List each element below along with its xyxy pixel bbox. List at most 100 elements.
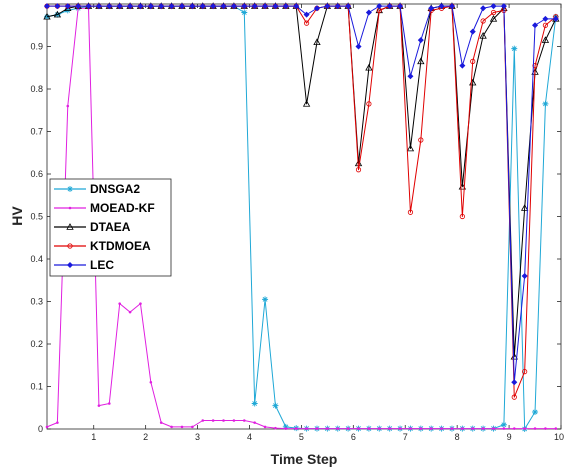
axis-ticks: 1 2 3 4 5 6 7 8 9 10 0 0.1 0.2 0.3 0.4 0.5 0.6 0.7 0.8 0.9 (30, 4, 564, 442)
data-point (532, 409, 539, 415)
data-point (180, 425, 184, 429)
data-point (511, 379, 518, 386)
data-point (481, 427, 485, 430)
legend-entry: LEC (54, 258, 114, 272)
data-point (95, 3, 102, 10)
data-point (251, 3, 258, 10)
data-point (490, 9, 497, 16)
data-point (274, 426, 277, 430)
x-tick-label: 6 (351, 432, 356, 442)
data-point (64, 3, 71, 10)
data-point (407, 73, 414, 80)
data-point (43, 3, 51, 10)
data-point (376, 3, 383, 10)
data-point (43, 12, 51, 20)
data-point (554, 427, 558, 430)
data-point (417, 37, 424, 44)
legend-marker (66, 223, 74, 230)
data-point (242, 419, 246, 422)
data-point (313, 38, 321, 46)
data-point (170, 425, 173, 429)
y-tick-label: 0 (38, 424, 43, 434)
data-point (438, 3, 445, 10)
data-point (334, 3, 341, 10)
legend-label: MOEAD-KF (90, 201, 155, 215)
y-tick-label: 0.8 (30, 84, 43, 94)
data-point (532, 22, 539, 29)
data-point (106, 3, 113, 10)
data-point (158, 3, 165, 10)
data-point (479, 32, 487, 39)
legend-marker (67, 243, 73, 249)
legend-marker (66, 261, 74, 269)
data-point (541, 36, 550, 43)
data-point (54, 3, 61, 10)
data-point (313, 5, 321, 12)
data-point (502, 427, 506, 430)
data-point (97, 404, 101, 407)
data-point (469, 28, 476, 35)
data-point (56, 421, 59, 424)
data-point (500, 421, 507, 428)
legend-label: LEC (90, 258, 114, 272)
data-point (511, 45, 518, 52)
data-point (66, 104, 70, 108)
data-point (336, 427, 340, 430)
y-tick-label: 0.9 (30, 42, 43, 52)
legend-label: DTAEA (90, 220, 131, 234)
data-point (293, 3, 300, 10)
x-tick-label: 1 (91, 432, 96, 442)
legend-entry: MOEAD-KF (54, 201, 155, 215)
data-point (303, 11, 310, 18)
data-point (53, 10, 62, 18)
data-point (357, 427, 360, 430)
legend-entry: DTAEA (54, 220, 131, 234)
data-point (523, 427, 526, 430)
data-point (128, 310, 132, 314)
data-point (232, 419, 236, 422)
legend-label: KTDMOEA (90, 239, 151, 253)
data-point (450, 427, 454, 430)
y-tick-label: 0.2 (30, 339, 43, 349)
data-point (159, 421, 163, 424)
data-point (397, 3, 404, 10)
data-point (470, 58, 476, 64)
data-point (241, 9, 248, 16)
data-point (407, 209, 414, 215)
x-tick-label: 8 (455, 432, 460, 442)
x-tick-label: 7 (403, 432, 408, 442)
data-point (282, 423, 289, 430)
data-point (471, 427, 475, 430)
data-point (459, 62, 466, 69)
data-point (521, 272, 528, 280)
data-point (367, 427, 371, 430)
data-point (262, 296, 269, 303)
y-tick-label: 0.4 (30, 254, 43, 264)
data-point (544, 427, 547, 430)
data-point (542, 15, 549, 22)
data-point (284, 427, 288, 430)
data-point (230, 3, 237, 10)
x-tick-label: 2 (143, 432, 148, 442)
y-tick-label: 0.6 (30, 169, 43, 179)
series-line (46, 7, 556, 430)
data-point (303, 20, 310, 26)
data-point (448, 3, 455, 10)
data-point (282, 3, 289, 10)
x-axis-title: Time Step (271, 451, 338, 467)
data-point (302, 100, 311, 107)
y-tick-label: 0.1 (30, 382, 43, 392)
data-point (500, 3, 507, 10)
data-point (191, 425, 194, 429)
data-point (440, 427, 443, 430)
data-point (542, 100, 549, 107)
data-point (147, 3, 154, 10)
legend-entry: DNSGA2 (54, 182, 140, 196)
data-point (220, 3, 227, 10)
legend-marker (67, 186, 73, 192)
data-point (355, 43, 362, 50)
data-point (409, 427, 412, 430)
data-point (251, 400, 258, 407)
data-point (489, 15, 498, 22)
